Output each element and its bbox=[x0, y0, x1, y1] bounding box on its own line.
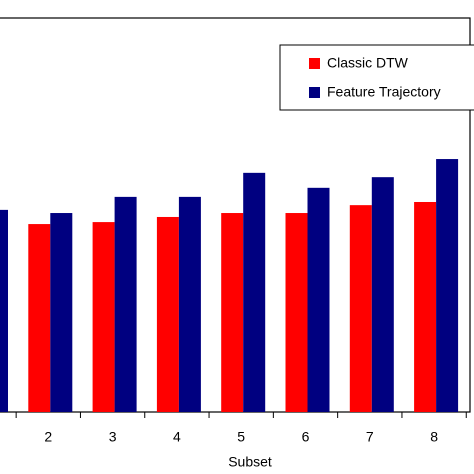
x-tick-label: 3 bbox=[109, 429, 117, 445]
bar bbox=[50, 213, 73, 412]
bar bbox=[28, 224, 51, 412]
legend-label: Feature Trajectory bbox=[327, 84, 441, 100]
bar bbox=[414, 201, 437, 412]
bar bbox=[221, 213, 244, 412]
bar bbox=[285, 213, 308, 412]
bar bbox=[0, 209, 8, 412]
x-tick-label: 5 bbox=[237, 429, 245, 445]
legend-swatch bbox=[309, 87, 320, 98]
bar bbox=[92, 222, 115, 412]
x-axis-label: Subset bbox=[228, 454, 272, 470]
bar bbox=[178, 196, 201, 412]
bar bbox=[307, 187, 330, 412]
x-tick-label: 2 bbox=[44, 429, 52, 445]
bar bbox=[114, 196, 137, 412]
legend-box bbox=[279, 44, 474, 111]
x-tick-label: 4 bbox=[173, 429, 181, 445]
legend-swatch bbox=[309, 58, 320, 69]
bar bbox=[371, 177, 394, 412]
bar bbox=[436, 159, 459, 412]
bar bbox=[243, 172, 266, 412]
x-tick-label: 6 bbox=[302, 429, 310, 445]
x-tick-label: 7 bbox=[366, 429, 374, 445]
legend-label: Classic DTW bbox=[327, 55, 409, 71]
x-tick-label: 8 bbox=[430, 429, 438, 445]
bar bbox=[349, 205, 372, 412]
bar bbox=[156, 216, 179, 412]
